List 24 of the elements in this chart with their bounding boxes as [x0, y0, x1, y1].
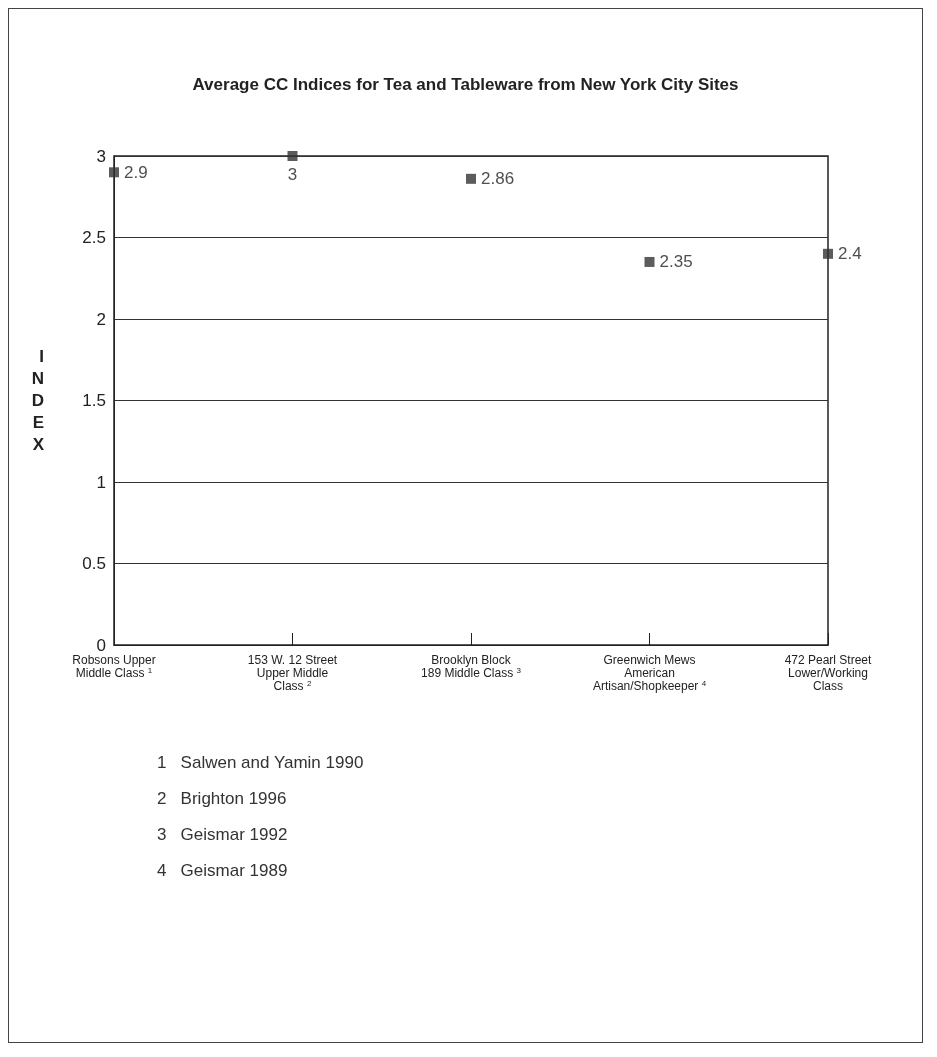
data-label: 2.4: [838, 244, 862, 264]
y-tick-label: 0: [96, 635, 106, 655]
text: 2 Brighton 1996: [157, 789, 287, 808]
data-label: 2.9: [124, 162, 148, 182]
data-label: 2.35: [659, 252, 693, 272]
y-axis-title: INDEX: [31, 347, 45, 454]
text: 4 Geismar 1989: [157, 861, 288, 880]
data-label: 3: [287, 165, 298, 184]
y-tick-label: 0.5: [82, 554, 106, 573]
y-tick-label: 1: [96, 472, 106, 492]
x-tick-label: 472 Pearl Street Lower/Working Class: [784, 652, 873, 693]
y-tick-label: 2.5: [82, 228, 106, 247]
text: 1 Salwen and Yamin 1990: [157, 753, 364, 772]
point: [823, 248, 833, 259]
y-tick-label: 1.5: [82, 391, 106, 410]
point: [109, 167, 119, 178]
y-tick-label: 3: [96, 146, 106, 166]
point: [644, 256, 655, 267]
point: [466, 173, 476, 184]
data-label: 2.86: [481, 169, 515, 189]
y-tick-label: 2: [96, 309, 106, 329]
text: 3 Geismar 1992: [157, 825, 288, 844]
chart-title: Average CC Indices for Tea and Tableware from New York City Sites: [192, 75, 739, 94]
point: [287, 151, 298, 161]
